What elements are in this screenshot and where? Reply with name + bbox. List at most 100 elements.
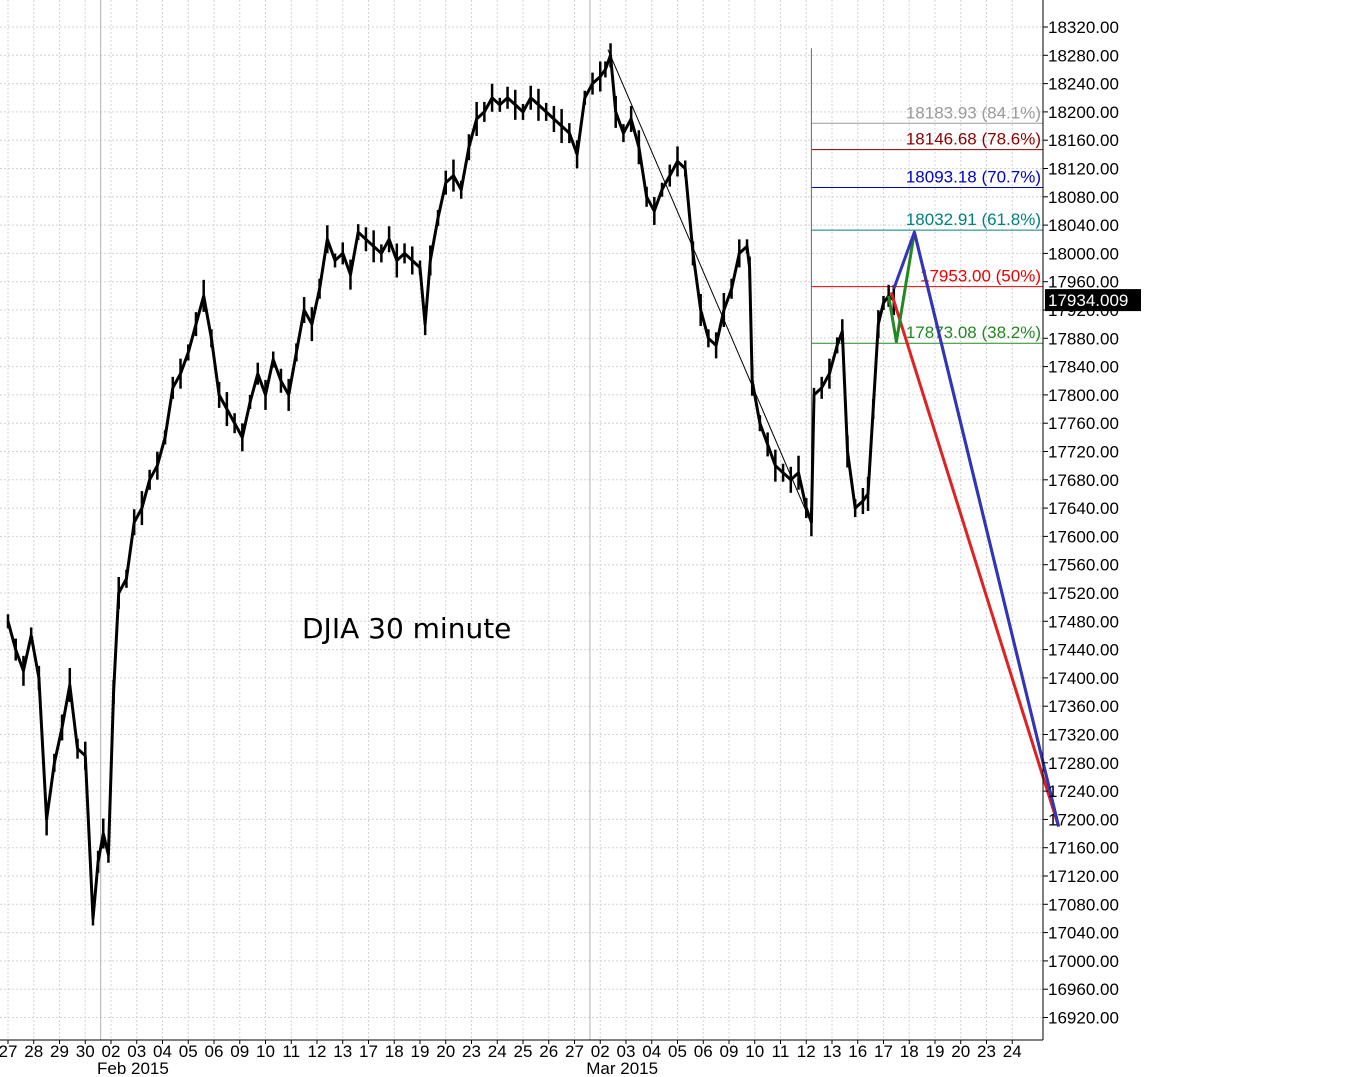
x-month-label: Feb 2015 bbox=[97, 1059, 169, 1077]
y-tick-label: 17000.00 bbox=[1048, 952, 1119, 971]
y-tick-label: 17880.00 bbox=[1048, 329, 1119, 348]
y-tick-label: 17240.00 bbox=[1048, 782, 1119, 801]
x-tick-label: 20 bbox=[436, 1042, 455, 1061]
fib-level-label: 17953.00 (50%) bbox=[920, 267, 1041, 286]
x-tick-label: 02 bbox=[591, 1042, 610, 1061]
x-tick-label: 04 bbox=[642, 1042, 661, 1061]
price-line bbox=[6, 53, 895, 920]
x-tick-label: 26 bbox=[539, 1042, 558, 1061]
chart-title: DJIA 30 minute bbox=[302, 612, 511, 645]
x-tick-label: 19 bbox=[926, 1042, 945, 1061]
x-tick-label: 27 bbox=[565, 1042, 584, 1061]
y-tick-label: 17080.00 bbox=[1048, 895, 1119, 914]
y-tick-label: 17520.00 bbox=[1048, 584, 1119, 603]
fib-level-label: 17873.08 (38.2%) bbox=[906, 323, 1041, 342]
y-tick-label: 17200.00 bbox=[1048, 810, 1119, 829]
fib-level-label: 18146.68 (78.6%) bbox=[906, 130, 1041, 149]
x-tick-label: 09 bbox=[230, 1042, 249, 1061]
y-tick-label: 17440.00 bbox=[1048, 641, 1119, 660]
x-tick-label: 19 bbox=[411, 1042, 430, 1061]
x-tick-label: 06 bbox=[694, 1042, 713, 1061]
x-tick-label: 23 bbox=[977, 1042, 996, 1061]
y-tick-label: 17400.00 bbox=[1048, 669, 1119, 688]
y-tick-label: 18160.00 bbox=[1048, 131, 1119, 150]
y-tick-label: 18240.00 bbox=[1048, 75, 1119, 94]
y-tick-label: 18080.00 bbox=[1048, 188, 1119, 207]
y-tick-label: 18200.00 bbox=[1048, 103, 1119, 122]
fibonacci-levels: 18183.93 (84.1%) 18146.68 (78.6%) 18093.18… bbox=[811, 103, 1043, 344]
x-tick-label: 12 bbox=[308, 1042, 327, 1061]
projection-paths bbox=[887, 230, 1061, 827]
y-tick-label: 16960.00 bbox=[1048, 980, 1119, 999]
y-tick-label: 17040.00 bbox=[1048, 924, 1119, 943]
y-tick-label: 17560.00 bbox=[1048, 556, 1119, 575]
x-tick-label: 17 bbox=[359, 1042, 378, 1061]
y-tick-label: 18120.00 bbox=[1048, 160, 1119, 179]
y-tick-label: 17840.00 bbox=[1048, 358, 1119, 377]
y-tick-label: 17760.00 bbox=[1048, 414, 1119, 433]
month-separators bbox=[100, 0, 591, 1040]
x-tick-label: 20 bbox=[951, 1042, 970, 1061]
y-tick-label: 17960.00 bbox=[1048, 273, 1119, 292]
green-path bbox=[887, 230, 1061, 827]
x-tick-label: 02 bbox=[102, 1042, 121, 1061]
x-tick-label: 24 bbox=[488, 1042, 507, 1061]
axes: 16920.00 16960.00 17000.00 17040.00 17080.00… bbox=[0, 0, 1141, 1077]
x-tick-label: 27 bbox=[0, 1042, 17, 1061]
x-tick-label: 03 bbox=[617, 1042, 636, 1061]
x-tick-label: 06 bbox=[205, 1042, 224, 1061]
y-tick-label: 17800.00 bbox=[1048, 386, 1119, 405]
price-series bbox=[6, 43, 896, 926]
y-tick-label: 18280.00 bbox=[1048, 46, 1119, 65]
x-tick-label: 16 bbox=[848, 1042, 867, 1061]
y-tick-label: 17720.00 bbox=[1048, 443, 1119, 462]
x-tick-label: 29 bbox=[50, 1042, 69, 1061]
decline-line bbox=[607, 49, 812, 524]
x-tick-label: 11 bbox=[282, 1042, 300, 1061]
trend-lines bbox=[607, 48, 812, 524]
y-tick-label: 17320.00 bbox=[1048, 726, 1119, 745]
x-tick-label: 18 bbox=[900, 1042, 919, 1061]
y-tick-label: 18000.00 bbox=[1048, 244, 1119, 263]
blue-path bbox=[892, 230, 1061, 827]
fib-level-label: 18183.93 (84.1%) bbox=[906, 103, 1041, 122]
x-tick-label: 17 bbox=[874, 1042, 893, 1061]
y-tick-label: 16920.00 bbox=[1048, 1009, 1119, 1028]
red-path bbox=[889, 291, 1061, 827]
y-tick-label: 18040.00 bbox=[1048, 216, 1119, 235]
x-tick-label: 13 bbox=[823, 1042, 842, 1061]
x-tick-label: 13 bbox=[333, 1042, 352, 1061]
grid bbox=[0, 0, 1043, 1040]
x-tick-label: 10 bbox=[256, 1042, 275, 1061]
y-tick-label: 17120.00 bbox=[1048, 867, 1119, 886]
x-tick-label: 04 bbox=[153, 1042, 172, 1061]
x-tick-label: 25 bbox=[514, 1042, 533, 1061]
x-tick-label: 03 bbox=[127, 1042, 146, 1061]
y-tick-label: 17160.00 bbox=[1048, 839, 1119, 858]
x-tick-label: 11 bbox=[772, 1042, 790, 1061]
last-value-label: 17934.009 bbox=[1048, 291, 1128, 310]
y-tick-label: 17280.00 bbox=[1048, 754, 1119, 773]
x-month-label: Mar 2015 bbox=[586, 1059, 658, 1077]
x-tick-label: 09 bbox=[720, 1042, 739, 1061]
x-tick-label: 30 bbox=[76, 1042, 95, 1061]
x-tick-label: 24 bbox=[1003, 1042, 1022, 1061]
fib-level-label: 18093.18 (70.7%) bbox=[906, 167, 1041, 186]
x-tick-label: 23 bbox=[462, 1042, 481, 1061]
x-tick-label: 18 bbox=[385, 1042, 404, 1061]
y-tick-label: 17680.00 bbox=[1048, 471, 1119, 490]
y-tick-label: 17480.00 bbox=[1048, 612, 1119, 631]
y-tick-label: 17600.00 bbox=[1048, 527, 1119, 546]
x-tick-label: 12 bbox=[797, 1042, 816, 1061]
y-tick-label: 18320.00 bbox=[1048, 18, 1119, 37]
last-value-tag bbox=[1045, 289, 1141, 312]
x-tick-label: 05 bbox=[179, 1042, 198, 1061]
x-tick-label: 28 bbox=[24, 1042, 43, 1061]
y-tick-label: 17360.00 bbox=[1048, 697, 1119, 716]
x-tick-label: 10 bbox=[745, 1042, 764, 1061]
y-tick-label: 17640.00 bbox=[1048, 499, 1119, 518]
fib-level-label: 18032.91 (61.8%) bbox=[906, 210, 1041, 229]
x-tick-label: 05 bbox=[668, 1042, 687, 1061]
